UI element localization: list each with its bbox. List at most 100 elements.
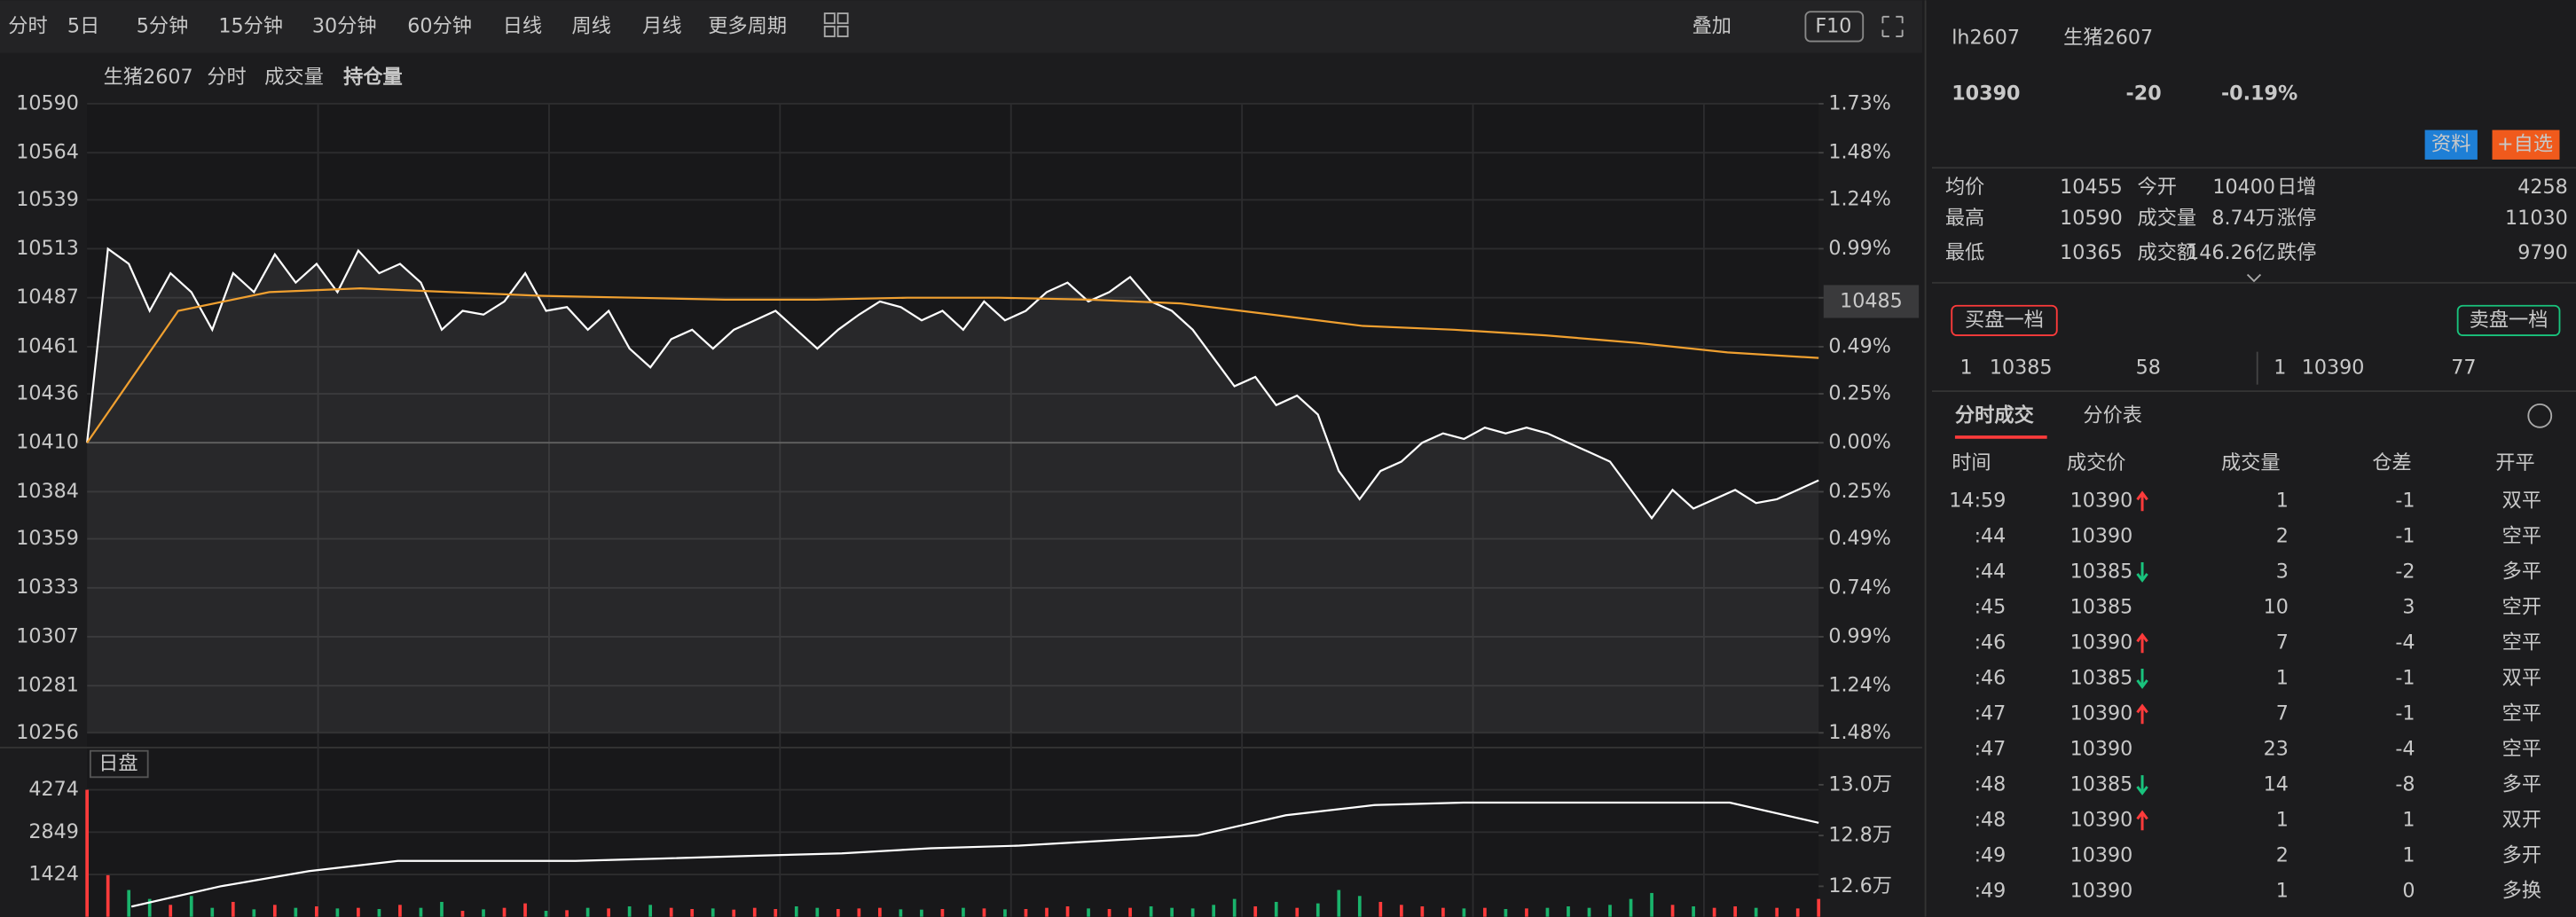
oi-tick-label: 13.0万 bbox=[1828, 772, 1892, 796]
trade-time: :48 bbox=[1975, 773, 2007, 796]
trade-diff: -1 bbox=[2395, 490, 2415, 513]
volume-bar bbox=[460, 911, 465, 917]
expand-icon[interactable] bbox=[1881, 15, 1904, 37]
trades-tab[interactable]: 分时成交 bbox=[1955, 403, 2035, 427]
trade-volume: 1 bbox=[2276, 809, 2289, 832]
vol-tick-label: 1424 bbox=[28, 863, 79, 886]
legend-item[interactable]: 生猪2607 bbox=[104, 66, 193, 89]
f10-box[interactable] bbox=[1804, 11, 1865, 43]
oi-tick-label: 12.8万 bbox=[1828, 824, 1892, 847]
volume-bar bbox=[669, 907, 673, 917]
y-tick-label: 10513 bbox=[16, 237, 79, 260]
arrow-up bbox=[2136, 490, 2148, 512]
session-box bbox=[89, 749, 149, 779]
trade-time: :44 bbox=[1975, 560, 2007, 584]
trade-price: 10390 bbox=[2070, 738, 2133, 761]
ask-box bbox=[2456, 304, 2561, 337]
grid-icon[interactable] bbox=[823, 12, 849, 37]
volume-bar bbox=[1045, 907, 1048, 917]
arrow-down bbox=[2136, 775, 2148, 796]
trade-volume: 7 bbox=[2276, 702, 2289, 725]
volume-bar bbox=[1712, 907, 1716, 917]
trades-tab[interactable]: 分价表 bbox=[2083, 404, 2142, 427]
cursor-box bbox=[1823, 285, 1920, 318]
volume-bar bbox=[565, 910, 569, 917]
trade-volume: 1 bbox=[2276, 667, 2289, 690]
period-tab[interactable]: 5分钟 bbox=[137, 14, 189, 37]
period-tab[interactable]: 分时 bbox=[8, 14, 47, 37]
trade-time: :47 bbox=[1975, 738, 2007, 761]
volume-bar bbox=[1065, 905, 1070, 917]
ask-title: 卖盘一档 bbox=[2470, 309, 2549, 332]
more-icon[interactable] bbox=[2527, 403, 2553, 428]
volume-bar bbox=[1670, 905, 1675, 917]
legend-item[interactable]: 分时 bbox=[207, 66, 246, 89]
watch-button-bg[interactable] bbox=[2492, 129, 2560, 160]
trade-kind: 多平 bbox=[2502, 773, 2541, 796]
stat-label: 均价 bbox=[1945, 176, 1984, 199]
volume-bar bbox=[1733, 905, 1737, 917]
volume-bar bbox=[272, 905, 277, 917]
volume-bar bbox=[1567, 905, 1570, 917]
price-change-pct: -0.19% bbox=[2221, 82, 2297, 105]
arrow-up bbox=[2136, 810, 2148, 831]
trade-diff: 3 bbox=[2402, 596, 2415, 619]
trade-volume: 2 bbox=[2276, 525, 2289, 548]
trade-kind: 空平 bbox=[2502, 702, 2541, 725]
y-tick-label: 10359 bbox=[16, 527, 79, 550]
f10-button[interactable]: F10 bbox=[1815, 14, 1851, 37]
bid-title: 买盘一档 bbox=[1965, 309, 2044, 332]
volume-bar bbox=[1462, 908, 1466, 917]
volume-bar bbox=[1420, 905, 1425, 917]
trade-diff: -2 bbox=[2395, 560, 2415, 584]
price-change: -20 bbox=[2126, 82, 2162, 105]
period-tab[interactable]: 日线 bbox=[503, 14, 542, 37]
watch-button[interactable]: +自选 bbox=[2497, 133, 2553, 156]
trade-price: 10385 bbox=[2070, 560, 2133, 584]
period-tab[interactable]: 月线 bbox=[642, 14, 681, 37]
volume-bar bbox=[1274, 901, 1278, 917]
bid-price: 10385 bbox=[1990, 357, 2053, 380]
volume-bar bbox=[1650, 892, 1653, 917]
price-area bbox=[87, 248, 1819, 733]
volume-bar bbox=[1629, 898, 1633, 917]
trade-kind: 多平 bbox=[2502, 560, 2541, 584]
info-button[interactable]: 资料 bbox=[2431, 133, 2470, 156]
y-tick-label: 10436 bbox=[16, 382, 79, 405]
stat-label: 日增 bbox=[2277, 176, 2316, 199]
trade-kind: 空平 bbox=[2502, 738, 2541, 761]
info-button-bg[interactable] bbox=[2424, 129, 2478, 160]
volume-bar bbox=[544, 911, 548, 917]
stat-value: 9790 bbox=[2517, 241, 2568, 264]
volume-bar bbox=[1087, 908, 1090, 917]
volume-bar bbox=[1128, 907, 1132, 917]
ask-qty: 77 bbox=[2451, 357, 2476, 380]
stat-label: 最低 bbox=[1945, 241, 1984, 264]
overlay-button[interactable]: 叠加 bbox=[1692, 14, 1732, 37]
legend-item[interactable]: 成交量 bbox=[264, 66, 324, 89]
volume-bar bbox=[210, 907, 215, 917]
stat-value: 10365 bbox=[2060, 241, 2123, 264]
trade-kind: 双平 bbox=[2502, 667, 2541, 690]
volume-bar bbox=[878, 907, 882, 917]
column-header: 成交量 bbox=[2221, 451, 2281, 474]
volume-bar bbox=[752, 907, 757, 917]
vol-tick-label: 4274 bbox=[28, 778, 79, 801]
volume-bar bbox=[1692, 905, 1695, 917]
period-tab[interactable]: 15分钟 bbox=[218, 14, 283, 37]
period-tab[interactable]: 周线 bbox=[572, 14, 611, 37]
volume-bar bbox=[357, 907, 360, 917]
volume-bar bbox=[169, 905, 173, 917]
trade-volume: 7 bbox=[2276, 631, 2289, 654]
period-tab[interactable]: 30分钟 bbox=[312, 14, 377, 37]
period-tab[interactable]: 更多周期 bbox=[708, 14, 787, 37]
trade-time: 14:59 bbox=[1949, 490, 2006, 513]
trade-time: :49 bbox=[1975, 880, 2007, 903]
period-tab[interactable]: 5日 bbox=[67, 14, 99, 37]
trade-kind: 双开 bbox=[2502, 809, 2541, 832]
period-tab[interactable]: 60分钟 bbox=[407, 14, 472, 37]
volume-bar bbox=[1483, 907, 1487, 917]
legend-item[interactable]: 持仓量 bbox=[343, 65, 403, 89]
volume-bar bbox=[85, 789, 90, 917]
